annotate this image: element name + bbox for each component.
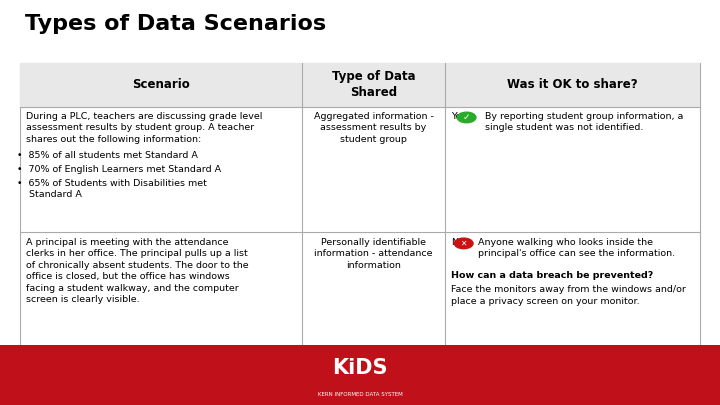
Text: Scenario: Scenario [132,78,190,91]
Bar [0,345,720,405]
Text: Yes.: Yes. [451,112,469,121]
Text: KERN INFORMED DATA SYSTEM: KERN INFORMED DATA SYSTEM [318,392,402,397]
Text: Anyone walking who looks inside the
principal's office can see the information.: Anyone walking who looks inside the prin… [478,238,675,258]
Text: No.: No. [451,238,467,247]
Text: Types of Data Scenarios: Types of Data Scenarios [25,14,326,34]
Text: Aggregated information -
assessment results by
student group: Aggregated information - assessment resu… [314,112,433,144]
Circle shape [454,238,473,249]
Text: •  70% of English Learners met Standard A: • 70% of English Learners met Standard A [17,165,221,174]
Text: Face the monitors away from the windows and/or
place a privacy screen on your mo: Face the monitors away from the windows … [451,285,685,305]
Bar [20,63,700,358]
Text: KiDS: KiDS [332,358,388,378]
Text: Type of Data
Shared: Type of Data Shared [332,70,415,99]
Text: By reporting student group information, a
single student was not identified.: By reporting student group information, … [485,112,683,132]
Text: How can a data breach be prevented?: How can a data breach be prevented? [451,271,653,280]
Text: ✓: ✓ [463,113,470,122]
Text: •  65% of Students with Disabilities met
    Standard A: • 65% of Students with Disabilities met … [17,179,207,199]
Text: Personally identifiable
information - attendance
information: Personally identifiable information - at… [315,238,433,270]
Text: ✕: ✕ [461,239,467,248]
Circle shape [457,112,476,123]
Text: •  85% of all students met Standard A: • 85% of all students met Standard A [17,151,197,160]
Text: During a PLC, teachers are discussing grade level
assessment results by student : During a PLC, teachers are discussing gr… [26,112,262,144]
Text: Was it OK to share?: Was it OK to share? [507,78,638,91]
Text: A principal is meeting with the attendance
clerks in her office. The principal p: A principal is meeting with the attendan… [26,238,248,304]
Bar [20,63,700,107]
